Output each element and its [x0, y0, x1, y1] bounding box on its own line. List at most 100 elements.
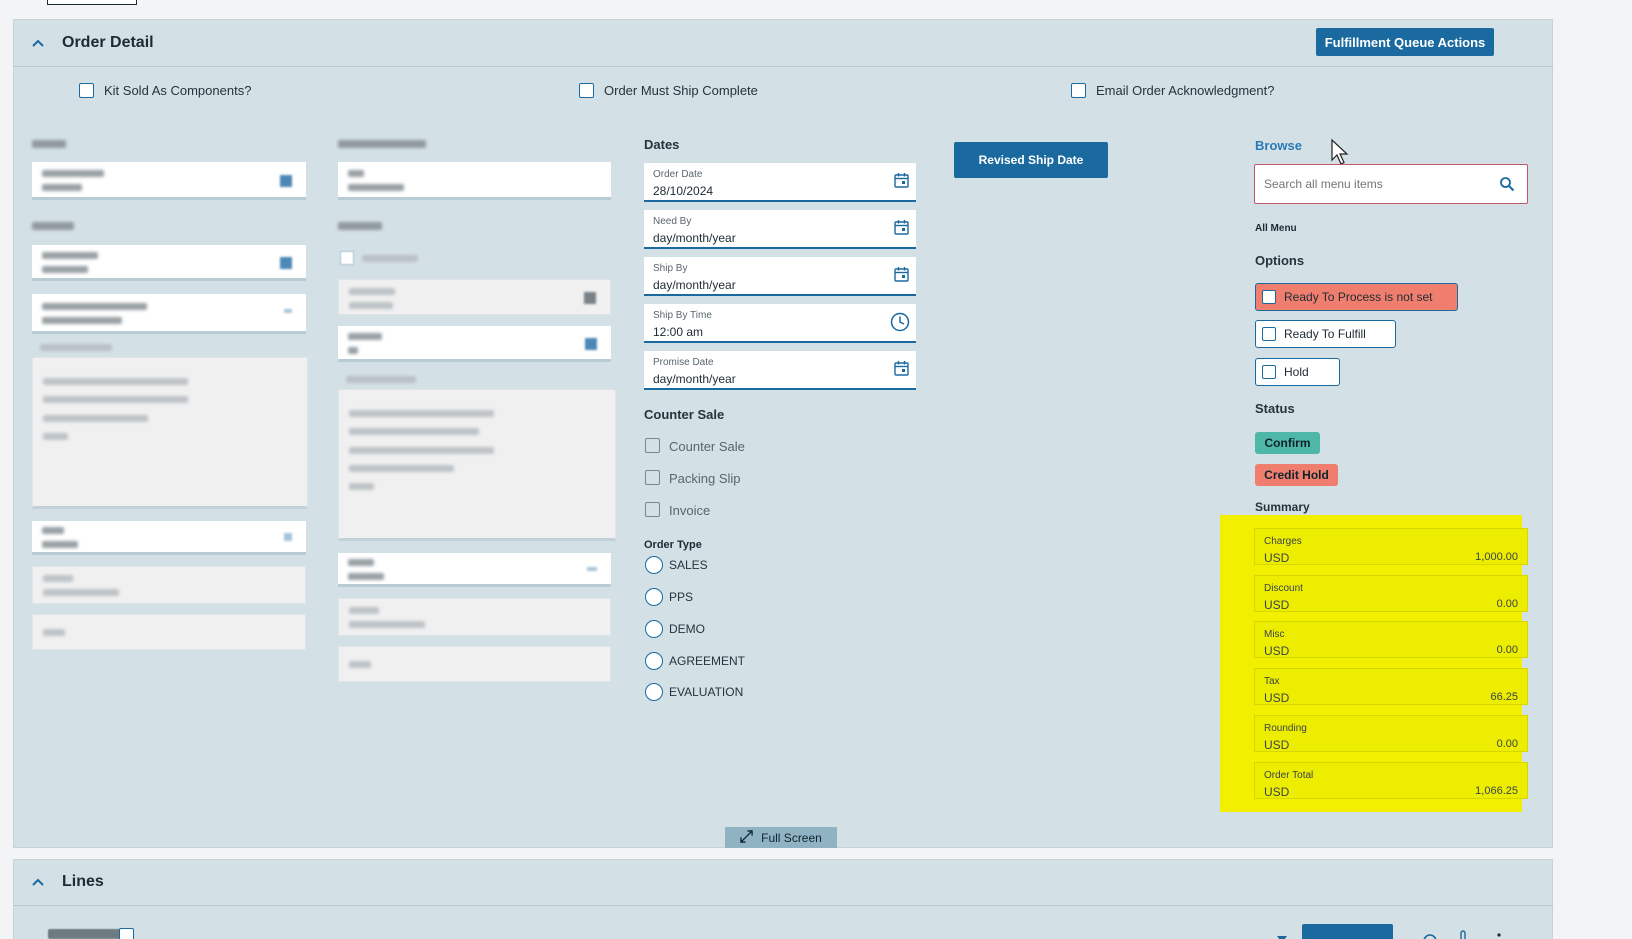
full-screen-button[interactable]: Full Screen: [725, 827, 837, 848]
expand-icon: [740, 829, 753, 846]
fulfillment-queue-actions-button[interactable]: Fulfillment Queue Actions: [1316, 28, 1494, 56]
summary-row-misc: Misc USD 0.00: [1254, 621, 1528, 658]
summary-currency: USD: [1264, 598, 1290, 612]
ready-to-process-label: Ready To Process is not set: [1284, 290, 1433, 304]
summary-row-discount: Discount USD 0.00: [1254, 575, 1528, 612]
need-by-field[interactable]: Need By day/month/year: [644, 210, 916, 249]
status-title: Status: [1255, 401, 1295, 416]
kit-sold-checkbox[interactable]: [79, 83, 94, 98]
redacted-field[interactable]: [338, 646, 611, 682]
filter-caret-icon[interactable]: [1277, 931, 1287, 939]
kit-sold-label: Kit Sold As Components?: [104, 83, 252, 98]
ship-complete-label: Order Must Ship Complete: [604, 83, 758, 98]
counter-sale-title: Counter Sale: [644, 407, 725, 422]
ready-to-fulfill-label: Ready To Fulfill: [1284, 327, 1366, 341]
order-type-radio-pps[interactable]: [645, 588, 663, 606]
search-icon[interactable]: [1499, 176, 1515, 192]
hold-checkbox[interactable]: [1262, 365, 1276, 379]
summary-label: Discount: [1264, 583, 1303, 594]
summary-label: Tax: [1264, 676, 1280, 687]
order-type-radio-demo[interactable]: [645, 620, 663, 638]
lines-subheader-partial: [48, 929, 128, 939]
order-date-label: Order Date: [653, 169, 703, 180]
all-menu-label[interactable]: All Menu: [1255, 223, 1297, 234]
history-icon-partial[interactable]: [1422, 928, 1438, 939]
order-type-radio-agreement[interactable]: [645, 652, 663, 670]
summary-currency: USD: [1264, 644, 1290, 658]
ship-by-time-field[interactable]: Ship By Time 12:00 am: [644, 304, 916, 343]
redacted-field[interactable]: [32, 566, 306, 604]
promise-date-label: Promise Date: [653, 357, 714, 368]
calendar-icon[interactable]: [893, 172, 910, 189]
browse-link[interactable]: Browse: [1255, 138, 1302, 153]
redacted-field[interactable]: [32, 162, 306, 200]
order-date-field[interactable]: Order Date 28/10/2024: [644, 163, 916, 202]
lines-panel: [13, 859, 1553, 939]
promise-date-field[interactable]: Promise Date day/month/year: [644, 351, 916, 390]
summary-row-order-total: Order Total USD 1,066.25: [1254, 762, 1528, 799]
revised-ship-date-button[interactable]: Revised Ship Date: [954, 142, 1108, 178]
redacted-field[interactable]: [32, 245, 306, 281]
lines-collapse-chevron-icon[interactable]: [32, 876, 44, 888]
ship-by-time-value: 12:00 am: [653, 325, 704, 339]
attachment-icon-partial[interactable]: [1458, 928, 1468, 939]
ready-to-process-checkbox[interactable]: [1262, 290, 1276, 304]
ship-by-field[interactable]: Ship By day/month/year: [644, 257, 916, 296]
summary-amount: 0.00: [1496, 598, 1518, 610]
summary-label: Rounding: [1264, 723, 1307, 734]
lines-checkbox-partial[interactable]: [119, 928, 134, 939]
redacted-label: [32, 222, 74, 230]
calendar-icon[interactable]: [893, 360, 910, 377]
invoice-checkbox[interactable]: [645, 502, 660, 517]
order-type-radio-evaluation[interactable]: [645, 683, 663, 701]
clock-icon[interactable]: [890, 312, 910, 332]
ship-by-value: day/month/year: [653, 278, 736, 292]
redacted-checkbox[interactable]: [340, 251, 354, 265]
redacted-field[interactable]: [338, 553, 611, 587]
packing-slip-checkbox[interactable]: [645, 470, 660, 485]
top-tab-button[interactable]: [47, 0, 137, 5]
summary-amount: 66.25: [1490, 691, 1518, 703]
redacted-field[interactable]: [32, 521, 306, 555]
counter-sale-checkbox[interactable]: [645, 438, 660, 453]
promise-date-value: day/month/year: [653, 372, 736, 386]
order-type-label-pps: PPS: [669, 590, 694, 604]
redacted-address-textarea[interactable]: [32, 357, 308, 509]
email-ack-checkbox[interactable]: [1071, 83, 1086, 98]
more-options-icon-partial[interactable]: [1497, 929, 1501, 939]
redacted-field[interactable]: [338, 279, 611, 315]
ready-to-fulfill-checkbox[interactable]: [1262, 327, 1276, 341]
redacted-field[interactable]: [338, 162, 611, 200]
summary-amount: 0.00: [1496, 644, 1518, 656]
summary-label: Charges: [1264, 536, 1302, 547]
price-lists-button-partial[interactable]: [1302, 924, 1393, 939]
packing-slip-label: Packing Slip: [669, 471, 741, 486]
redacted-label: [40, 344, 112, 351]
redacted-field[interactable]: [32, 294, 306, 334]
menu-search-input[interactable]: [1264, 175, 1484, 193]
menu-search-box[interactable]: [1254, 164, 1528, 204]
ship-complete-checkbox[interactable]: [579, 83, 594, 98]
summary-row-charges: Charges USD 1,000.00: [1254, 528, 1528, 565]
ready-to-process-toggle[interactable]: Ready To Process is not set: [1255, 283, 1458, 311]
redacted-label: [32, 140, 66, 148]
need-by-value: day/month/year: [653, 231, 736, 245]
collapse-chevron-icon[interactable]: [32, 37, 44, 49]
redacted-address-textarea[interactable]: [338, 389, 616, 541]
status-badge-confirm: Confirm: [1255, 432, 1320, 454]
order-type-radio-sales[interactable]: [645, 556, 663, 574]
redacted-field[interactable]: [338, 598, 611, 636]
calendar-icon[interactable]: [893, 219, 910, 236]
redacted-field[interactable]: [338, 326, 611, 362]
order-detail-header: [13, 19, 1553, 67]
ready-to-fulfill-toggle[interactable]: Ready To Fulfill: [1255, 320, 1396, 348]
summary-currency: USD: [1264, 691, 1290, 705]
calendar-icon[interactable]: [893, 266, 910, 283]
order-detail-title: Order Detail: [62, 34, 154, 51]
redacted-field[interactable]: [32, 614, 306, 650]
email-ack-label: Email Order Acknowledgment?: [1096, 83, 1275, 98]
lines-header-divider: [13, 905, 1553, 906]
hold-toggle[interactable]: Hold: [1255, 358, 1340, 386]
summary-label: Misc: [1264, 629, 1285, 640]
status-badge-credit-hold: Credit Hold: [1255, 464, 1338, 486]
